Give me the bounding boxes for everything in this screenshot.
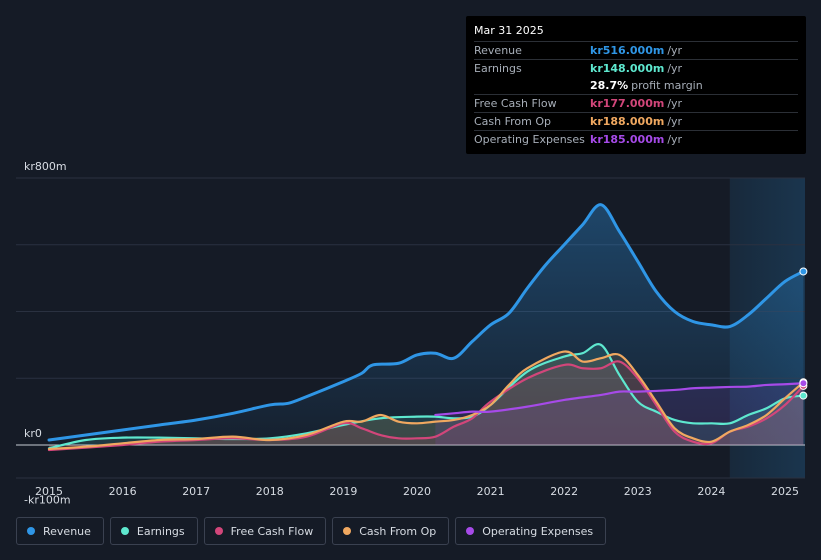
area-cash-from-op	[49, 351, 804, 450]
x-tick-label: 2025	[771, 485, 799, 498]
tooltip-date: Mar 31 2025	[474, 23, 798, 42]
tooltip-label: Operating Expenses	[474, 133, 585, 146]
tooltip-unit: profit margin	[631, 79, 703, 92]
tooltip-unit: /yr	[667, 115, 683, 128]
legend-dot-icon	[120, 527, 129, 535]
tooltip-label: Earnings	[474, 62, 522, 75]
y-tick-label: kr0	[24, 427, 42, 440]
legend-dot-icon	[343, 527, 352, 535]
tooltip-row-profit-margin: 28.7% profit margin	[474, 77, 798, 95]
line-revenue	[47, 203, 805, 442]
tooltip-value: kr148.000m	[590, 62, 665, 75]
end-marker-operating-expenses	[799, 379, 808, 388]
legend-label: Revenue	[43, 524, 91, 538]
x-tick-label: 2024	[697, 485, 725, 498]
x-tick-label: 2018	[256, 485, 284, 498]
tooltip-value: kr516.000m	[590, 44, 665, 57]
tooltip-row-revenue: Revenue kr516.000m /yr	[474, 42, 798, 60]
tooltip-label: Free Cash Flow	[474, 97, 557, 110]
legend-item-cash-from-op[interactable]: Cash From Op	[332, 517, 450, 545]
legend-label: Cash From Op	[359, 524, 437, 538]
tooltip-label	[474, 77, 590, 94]
legend-item-free-cash-flow[interactable]: Free Cash Flow	[203, 517, 327, 545]
legend-label: Free Cash Flow	[230, 524, 314, 538]
legend-dot-icon	[214, 527, 223, 535]
tooltip-unit: /yr	[667, 62, 683, 75]
y-axis-labels: kr800m kr0 -kr100m	[24, 160, 71, 506]
x-tick-label: 2022	[550, 485, 578, 498]
series-lines	[47, 203, 805, 452]
legend-item-earnings[interactable]: Earnings	[109, 517, 198, 545]
legend-label: Operating Expenses	[482, 524, 594, 538]
x-tick-label: 2016	[109, 485, 137, 498]
x-tick-label: 2019	[329, 485, 357, 498]
tooltip-unit: /yr	[667, 97, 683, 110]
end-marker-revenue	[799, 267, 808, 276]
legend-dot-icon	[27, 527, 35, 535]
legend-item-revenue[interactable]: Revenue	[16, 517, 104, 545]
legend-label: Earnings	[136, 524, 185, 538]
legend-dot-icon	[466, 527, 475, 535]
area-earnings	[49, 344, 804, 449]
x-tick-label: 2015	[35, 485, 63, 498]
tooltip-value: kr188.000m	[590, 115, 665, 128]
tooltip-row-earnings: Earnings kr148.000m /yr	[474, 60, 798, 77]
tooltip-row-cash-from-op: Cash From Op kr188.000m /yr	[474, 113, 798, 131]
end-marker-earnings	[799, 391, 808, 400]
tooltip-value: 28.7%	[590, 79, 629, 92]
tooltip-unit: /yr	[667, 44, 683, 57]
x-tick-label: 2023	[624, 485, 652, 498]
series-areas	[49, 204, 804, 451]
tooltip-label: Cash From Op	[474, 115, 552, 128]
x-tick-label: 2021	[477, 485, 505, 498]
area-operating-expenses	[435, 383, 804, 445]
tooltip-unit: /yr	[667, 133, 683, 146]
tooltip-panel: Mar 31 2025 Revenue kr516.000m /yr Earni…	[466, 16, 806, 154]
line-cash-from-op	[47, 350, 805, 451]
y-tick-label: -kr100m	[24, 493, 71, 506]
tooltip-label: Revenue	[474, 44, 522, 57]
tooltip-value: kr185.000m	[590, 133, 665, 146]
line-operating-expenses	[434, 382, 805, 417]
x-tick-label: 2020	[403, 485, 431, 498]
area-revenue	[49, 204, 804, 445]
legend-item-operating-expenses[interactable]: Operating Expenses	[455, 517, 607, 545]
tooltip-value: kr177.000m	[590, 97, 665, 110]
area-free-cash-flow	[49, 361, 804, 451]
x-tick-label: 2017	[182, 485, 210, 498]
tooltip-row-operating-expenses: Operating Expenses kr185.000m /yr	[474, 131, 798, 148]
end-markers	[799, 267, 808, 400]
chart-legend: Revenue Earnings Free Cash Flow Cash Fro…	[16, 517, 607, 545]
tooltip-row-free-cash-flow: Free Cash Flow kr177.000m /yr	[474, 95, 798, 113]
y-tick-label: kr800m	[24, 160, 67, 173]
x-axis-labels: 2015 2016 2017 2018 2019 2020 2021 2022 2023 2024…	[35, 485, 799, 498]
